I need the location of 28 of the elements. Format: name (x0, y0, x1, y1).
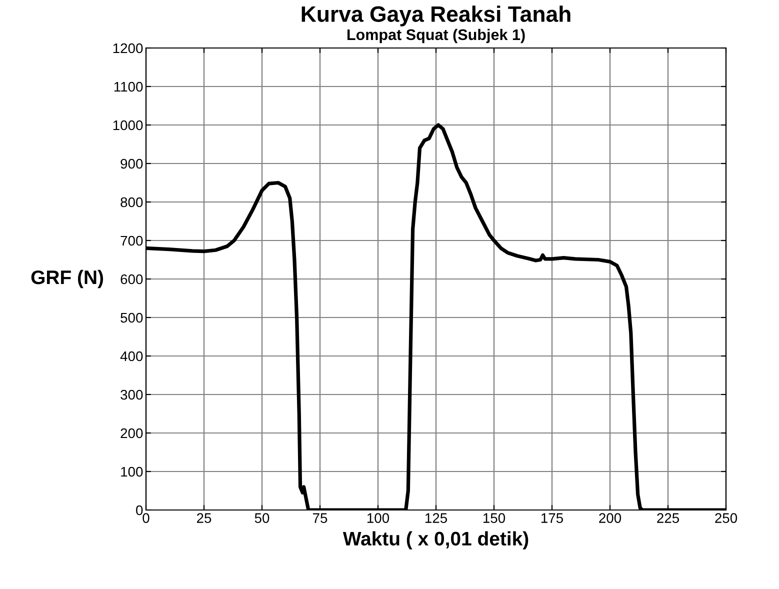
x-tick-label: 125 (425, 513, 448, 523)
y-tick-label: 800 (120, 197, 143, 208)
chart-subtitle: Lompat Squat (Subjek 1) (347, 28, 525, 44)
y-tick-label: 600 (120, 274, 143, 284)
x-tick-label: 0 (142, 513, 150, 523)
x-tick-label: 175 (541, 513, 564, 523)
y-tick-label: 100 (121, 466, 143, 477)
y-tick-label: 1100 (114, 82, 143, 92)
x-tick-label: 50 (254, 513, 270, 523)
x-tick-label: 75 (312, 513, 328, 523)
y-tick-label: 1000 (113, 120, 143, 130)
y-tick-label: 300 (120, 390, 143, 400)
y-tick-label: 400 (120, 351, 143, 362)
x-tick-label: 100 (367, 513, 390, 523)
y-tick-label: 500 (120, 312, 143, 323)
y-tick-label: 700 (120, 236, 143, 246)
x-tick-label: 225 (657, 513, 680, 523)
y-tick-label: 900 (120, 158, 143, 169)
y-tick-label: 0 (136, 505, 143, 516)
x-tick-label: 25 (196, 513, 212, 523)
y-axis-title: GRF (N) (31, 270, 104, 288)
x-tick-label: 150 (483, 513, 506, 523)
x-tick-label: 250 (715, 513, 738, 523)
x-tick-label: 200 (599, 513, 622, 523)
chart-title: Kurva Gaya Reaksi Tanah (302, 6, 570, 26)
y-tick-label: 1200 (113, 43, 143, 54)
x-axis-title: Waktu ( x 0,01 detik) (342, 531, 528, 550)
y-tick-label: 200 (120, 428, 143, 438)
